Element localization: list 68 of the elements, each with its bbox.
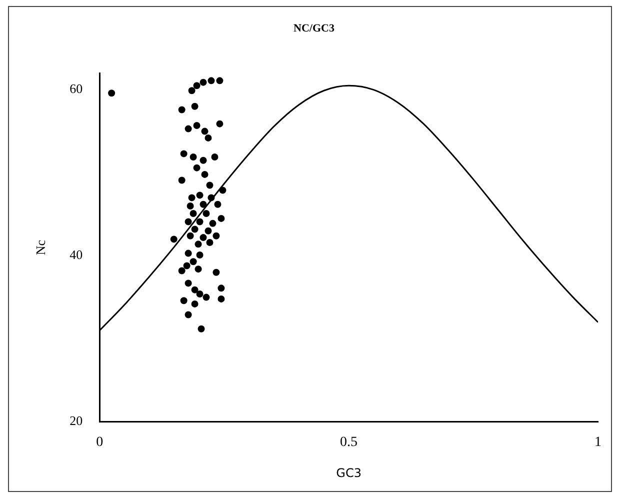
point [193, 164, 200, 172]
point [218, 295, 225, 302]
point [214, 200, 222, 208]
point [209, 220, 216, 227]
point [206, 182, 214, 189]
x-axis-title: GC3 [336, 466, 362, 480]
point [186, 202, 194, 210]
point [184, 218, 192, 226]
point [178, 267, 186, 274]
point [170, 236, 178, 243]
point [184, 250, 192, 257]
point [188, 194, 196, 202]
point [212, 232, 220, 240]
point [200, 78, 207, 86]
point [193, 122, 200, 129]
point [212, 268, 220, 276]
y-axis-title: Nc [33, 240, 48, 256]
point [191, 300, 198, 308]
point [193, 82, 200, 90]
point [196, 290, 204, 298]
point [211, 154, 218, 161]
point [191, 286, 198, 294]
point [204, 227, 212, 234]
point [186, 232, 194, 240]
point [191, 226, 198, 233]
point [208, 194, 215, 202]
point [178, 106, 186, 114]
point [200, 234, 207, 242]
point [108, 90, 116, 97]
y-tick-label: 20 [70, 413, 83, 428]
point [183, 262, 190, 270]
point [194, 240, 202, 248]
point [198, 325, 205, 332]
point [200, 200, 207, 208]
point [184, 125, 192, 132]
point [208, 77, 215, 84]
point [184, 311, 192, 318]
point [219, 186, 226, 194]
point [218, 284, 225, 292]
point [188, 87, 196, 94]
y-tick-label: 60 [70, 81, 83, 96]
point [180, 150, 188, 158]
point [178, 176, 186, 184]
point [201, 128, 208, 135]
point [196, 192, 204, 199]
point [191, 102, 198, 110]
x-tick-label: 0 [96, 434, 104, 450]
point [202, 294, 210, 301]
point [180, 297, 188, 304]
point [216, 120, 224, 128]
point [190, 210, 197, 217]
point [200, 156, 207, 164]
y-tick-label: 40 [70, 247, 83, 262]
point [196, 218, 204, 226]
point [206, 239, 214, 246]
point [190, 154, 197, 161]
point [184, 280, 192, 287]
x-tick-label: 1 [594, 434, 602, 450]
point [202, 210, 210, 217]
point [194, 266, 202, 273]
point [196, 251, 204, 258]
chart-title: NC/GC3 [294, 22, 335, 34]
point [216, 77, 224, 84]
x-tick-label: 0.5 [340, 434, 358, 450]
point [190, 258, 197, 266]
point [204, 134, 212, 142]
point [218, 214, 225, 222]
point [201, 170, 208, 178]
